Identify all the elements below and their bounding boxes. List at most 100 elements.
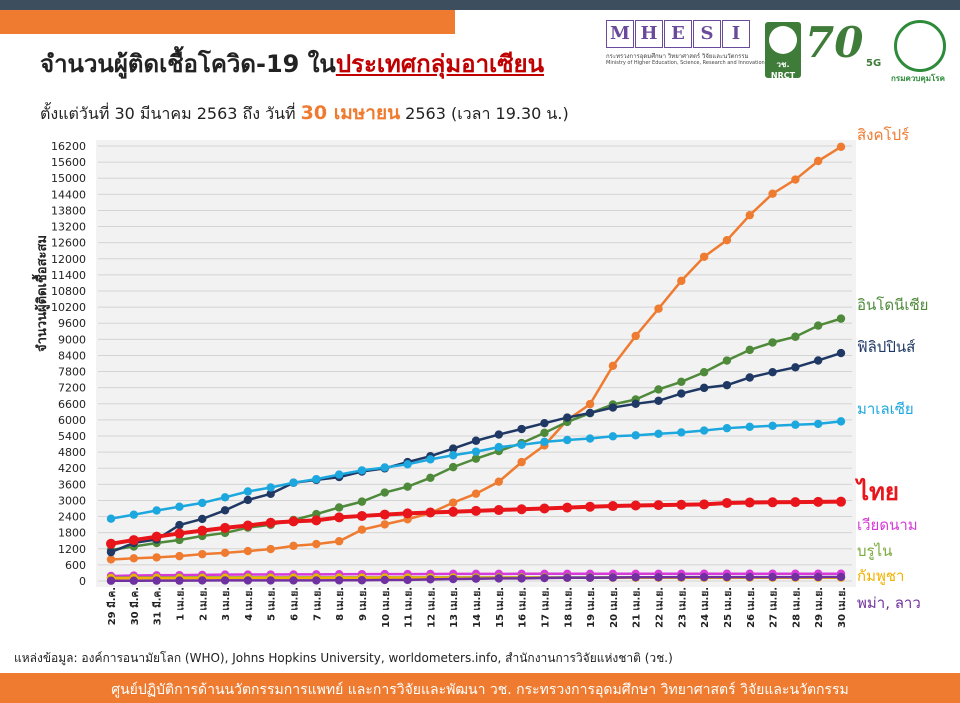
- footer-bar: ศูนย์ปฏิบัติการด้านนวัตกรรมการแพทย์ และก…: [0, 673, 960, 703]
- data-point: [745, 210, 754, 220]
- data-point: [722, 423, 732, 433]
- data-point: [790, 497, 801, 508]
- data-point: [471, 574, 481, 583]
- data-point: [152, 506, 161, 515]
- data-point: [448, 574, 458, 584]
- y-tick-label: 12600: [51, 237, 86, 250]
- y-tick-label: 16200: [51, 140, 86, 153]
- nrct-label: วช. NRCT: [770, 60, 796, 80]
- data-point: [494, 430, 504, 439]
- data-point: [768, 367, 777, 377]
- x-tick-label: 11 เม.ย.: [404, 587, 415, 628]
- data-point: [471, 505, 481, 516]
- dmsc-emblem-icon: [894, 20, 946, 72]
- data-point: [539, 503, 550, 514]
- data-point: [631, 573, 640, 582]
- data-point: [380, 575, 389, 585]
- y-tick-label: 3600: [58, 478, 86, 491]
- x-tick-label: 20 เม.ย.: [609, 587, 620, 628]
- data-point: [357, 466, 367, 475]
- series-layer: [106, 142, 846, 585]
- subtitle-suffix: 2563 (เวลา 19.30 น.): [405, 104, 569, 123]
- series-singapore: [106, 142, 846, 564]
- data-point: [312, 576, 321, 585]
- data-point: [471, 436, 481, 445]
- data-point: [380, 488, 389, 497]
- data-point: [494, 574, 504, 583]
- data-point: [243, 546, 253, 556]
- data-point: [721, 497, 732, 508]
- data-point: [630, 500, 641, 511]
- data-point: [699, 368, 709, 377]
- data-point: [129, 510, 139, 519]
- data-point: [654, 304, 663, 313]
- data-point: [357, 576, 367, 585]
- data-point: [836, 314, 846, 323]
- data-point: [106, 576, 116, 585]
- y-tick-label: 8400: [58, 349, 86, 362]
- legend-indonesia: อินโดนีเซีย: [857, 296, 928, 314]
- data-point: [266, 576, 275, 585]
- x-tick-label: 25 เม.ย.: [723, 587, 734, 628]
- legend-thailand: ไทย: [854, 477, 899, 506]
- x-tick-label: 5 เม.ย.: [267, 587, 278, 621]
- y-tick-label: 9600: [58, 317, 86, 330]
- mhesi-letter: H: [635, 20, 663, 48]
- data-point: [813, 496, 824, 507]
- data-point: [266, 544, 275, 554]
- data-point: [677, 276, 686, 286]
- data-point: [791, 363, 800, 372]
- y-tick-label: 12000: [51, 253, 86, 266]
- data-point: [448, 506, 459, 517]
- data-point: [585, 408, 595, 418]
- data-point: [403, 482, 412, 491]
- x-tick-label: 2 เม.ย.: [198, 587, 209, 621]
- series-malaysia: [106, 417, 846, 523]
- data-point: [425, 507, 436, 518]
- data-point: [152, 576, 161, 585]
- axis-layer: 0 600 1200 1800 2400 3000 3600 4200 4800 5400 6000…: [31, 140, 848, 628]
- y-tick-label: 7800: [58, 366, 86, 379]
- data-point: [516, 504, 527, 515]
- data-point: [585, 501, 596, 512]
- data-point: [722, 235, 732, 245]
- data-point: [745, 345, 754, 355]
- data-point: [540, 418, 549, 428]
- data-point: [106, 514, 116, 523]
- data-point: [448, 462, 458, 472]
- data-point: [745, 373, 754, 382]
- data-point: [813, 419, 823, 429]
- data-point: [402, 508, 413, 519]
- data-point: [654, 573, 663, 582]
- y-tick-label: 7200: [58, 382, 86, 395]
- y-tick-label: 5400: [58, 430, 86, 443]
- data-point: [312, 539, 321, 549]
- y-tick-label: 14400: [51, 188, 86, 201]
- data-point: [403, 460, 412, 469]
- data-point: [494, 477, 504, 486]
- y-tick-label: 15000: [51, 172, 86, 185]
- data-point: [563, 573, 572, 583]
- data-point: [289, 478, 298, 487]
- data-point: [813, 572, 823, 582]
- subtitle-highlight: 30 เมษายน: [300, 102, 401, 124]
- data-point: [220, 576, 230, 585]
- data-point: [813, 156, 823, 166]
- data-point: [563, 435, 572, 445]
- dmsc-label: กรมควบคุมโรค: [891, 74, 945, 83]
- data-point: [379, 509, 390, 520]
- data-point: [198, 498, 207, 508]
- legend-myanmar_laos: พม่า, ลาว: [857, 594, 921, 612]
- data-point: [768, 189, 777, 198]
- data-point: [220, 522, 231, 533]
- x-tick-label: 18 เม.ย.: [563, 587, 574, 628]
- x-tick-label: 10 เม.ย.: [381, 587, 392, 628]
- data-point: [175, 576, 184, 585]
- y-tick-label: 1800: [58, 527, 86, 540]
- data-point: [540, 573, 549, 583]
- title-highlight: ประเทศกลุ่มอาเซียน: [335, 50, 545, 78]
- series-myanmar_laos: [106, 572, 846, 585]
- data-point: [585, 434, 595, 443]
- data-point: [334, 576, 344, 585]
- data-point: [289, 541, 298, 551]
